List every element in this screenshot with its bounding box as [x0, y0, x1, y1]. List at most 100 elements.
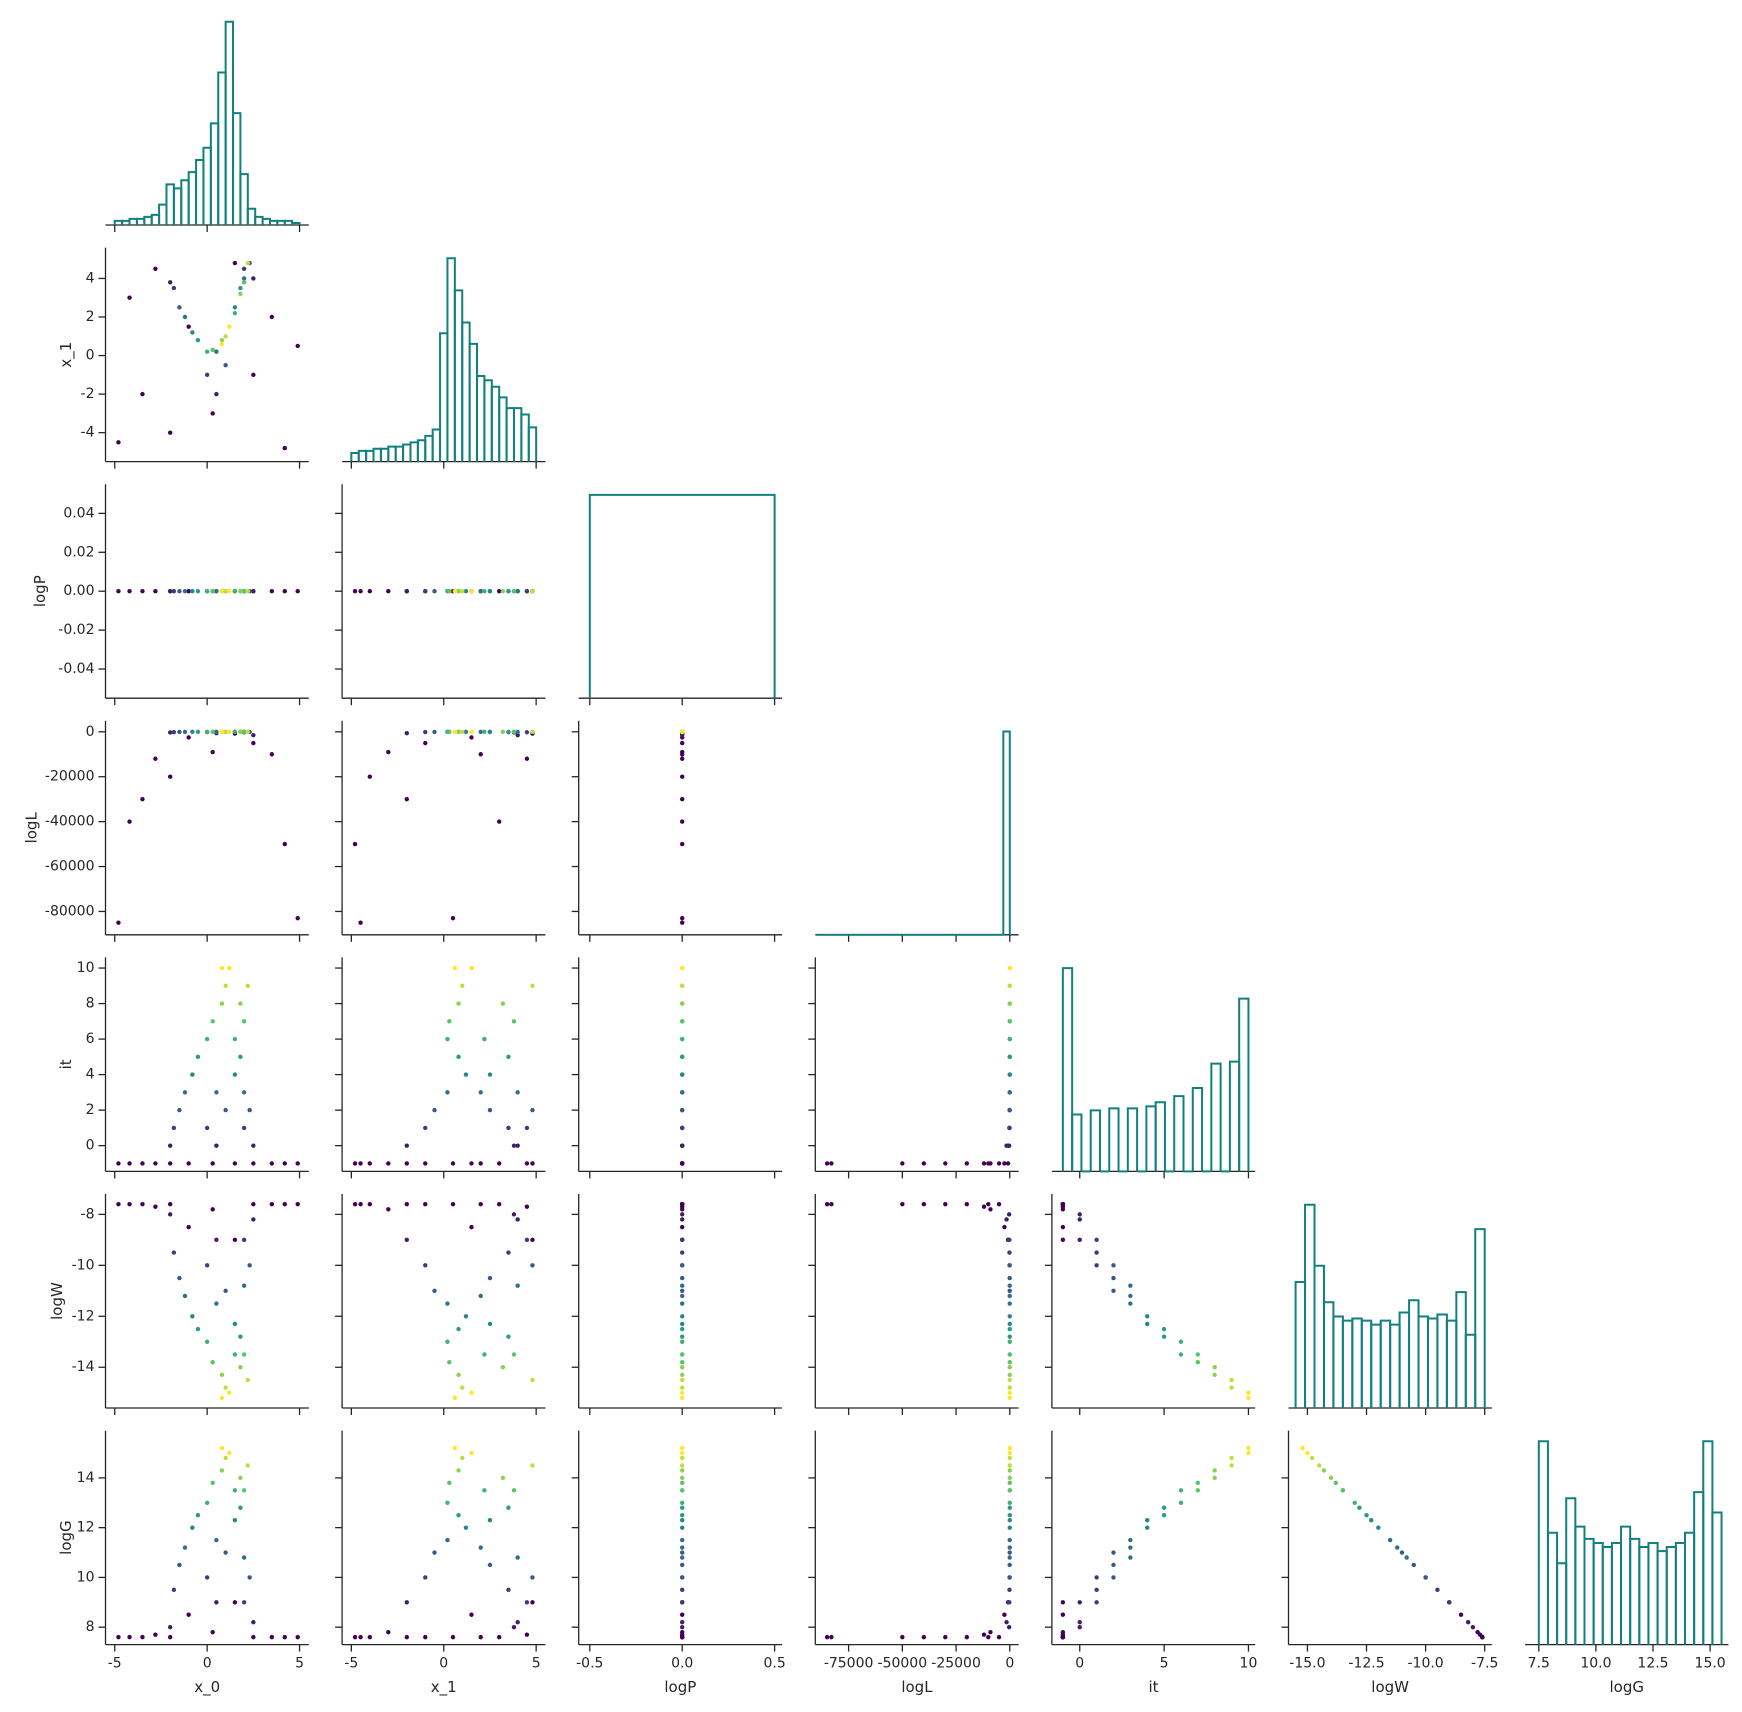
scatter-point	[251, 372, 256, 378]
scatter-point	[1128, 1545, 1133, 1550]
scatter-point	[140, 391, 145, 397]
scatter-point	[679, 1445, 685, 1451]
hist-bin	[483, 379, 493, 462]
scatter-point	[524, 1237, 530, 1243]
scatter-point	[167, 1634, 173, 1640]
scatter-point	[478, 1634, 483, 1640]
scatter-point	[943, 1161, 948, 1166]
scatter-point	[295, 1161, 300, 1166]
scatter-point	[195, 589, 201, 594]
scatter-point	[245, 1463, 251, 1468]
scatter-point	[1007, 1587, 1012, 1593]
scatter-point	[450, 915, 456, 921]
scatter-point	[116, 440, 121, 445]
scatter-point	[1178, 1352, 1184, 1357]
hist-bin	[1332, 1315, 1344, 1408]
y-axis-label: logW	[48, 1282, 66, 1320]
scatter-point	[463, 1314, 469, 1319]
hist-bin	[150, 213, 161, 225]
scatter-point	[269, 1161, 275, 1166]
scatter-point	[679, 1525, 685, 1530]
scatter-point	[1060, 1629, 1066, 1635]
scatter-point	[127, 819, 132, 824]
scatter-point	[921, 1201, 927, 1207]
scatter-point	[469, 1612, 474, 1617]
scatter-point	[251, 1143, 256, 1148]
scatter-point	[460, 983, 465, 989]
x-tick-label: 0.0	[671, 1656, 693, 1672]
scatter-point	[186, 1161, 191, 1166]
scatter-point	[1002, 1224, 1007, 1230]
scatter-point	[469, 1390, 474, 1395]
scatter-point	[1328, 1475, 1334, 1481]
scatter-point	[524, 1161, 530, 1166]
scatter-point	[1007, 1517, 1012, 1523]
scatter-point	[241, 1352, 247, 1357]
scatter-point	[1007, 1293, 1012, 1299]
hist-bin	[1426, 1317, 1439, 1408]
hist-bin	[1556, 1562, 1568, 1645]
scatter-point	[195, 1326, 201, 1332]
scatter-point	[679, 965, 685, 971]
scatter-point	[524, 1125, 530, 1131]
scatter-point	[1111, 1562, 1116, 1568]
scatter-point	[423, 729, 428, 735]
hist-bin	[1656, 1550, 1668, 1645]
hist-bin	[1574, 1525, 1586, 1645]
scatter-point	[245, 589, 251, 594]
hist-bin	[1592, 1541, 1604, 1645]
scatter-point	[127, 1161, 132, 1166]
scatter-point	[1161, 1326, 1167, 1332]
scatter-point	[469, 735, 474, 740]
scatter-point	[1007, 1334, 1012, 1339]
scatter-point	[251, 740, 256, 746]
scatter-point	[219, 729, 225, 735]
scatter-point	[679, 1352, 685, 1357]
scatter-point	[232, 305, 238, 310]
scatter-point	[500, 729, 506, 735]
scatter-point	[1007, 1036, 1012, 1042]
scatter-point	[251, 589, 256, 594]
scatter-point	[506, 1334, 511, 1339]
scatter-point	[450, 1201, 456, 1207]
scatter-point	[1007, 1545, 1012, 1550]
scatter-point	[515, 1143, 520, 1148]
scatter-point	[679, 915, 685, 921]
scatter-point	[386, 749, 391, 755]
scatter-point	[679, 1555, 685, 1560]
scatter-point	[1007, 1301, 1012, 1306]
scatter-point	[358, 589, 363, 594]
scatter-point	[679, 752, 685, 757]
hist-bin	[1702, 1440, 1714, 1645]
scatter-point	[445, 1537, 450, 1543]
y-tick-label: -40000	[45, 814, 95, 830]
scatter-point	[1387, 1537, 1393, 1543]
scatter-point	[214, 1143, 219, 1148]
scatter-point	[515, 729, 520, 735]
hist-bin	[1002, 730, 1011, 935]
scatter-point	[195, 1513, 201, 1518]
scatter-point	[981, 1161, 987, 1166]
scatter-point	[116, 1161, 121, 1166]
scatter-point	[167, 1161, 173, 1166]
scatter-point	[679, 1395, 685, 1401]
scatter-point	[153, 1204, 158, 1209]
scatter-point	[251, 1201, 256, 1207]
scatter-point	[367, 1161, 373, 1166]
scatter-point	[679, 1365, 685, 1370]
scatter-point	[153, 589, 158, 594]
scatter-point	[1007, 1385, 1012, 1390]
scatter-point	[1178, 1339, 1184, 1344]
scatter-point	[153, 1161, 158, 1166]
scatter-point	[232, 1072, 238, 1077]
scatter-point	[1161, 1513, 1167, 1518]
scatter-point	[478, 729, 483, 735]
scatter-point	[1458, 1612, 1464, 1617]
scatter-point	[1007, 1321, 1012, 1327]
scatter-point	[423, 1634, 428, 1640]
hist-bin	[1379, 1319, 1392, 1408]
x-tick-label: -75000	[824, 1656, 874, 1672]
scatter-point	[1369, 1517, 1374, 1523]
scatter-point	[478, 1090, 483, 1095]
scatter-point	[190, 729, 195, 735]
